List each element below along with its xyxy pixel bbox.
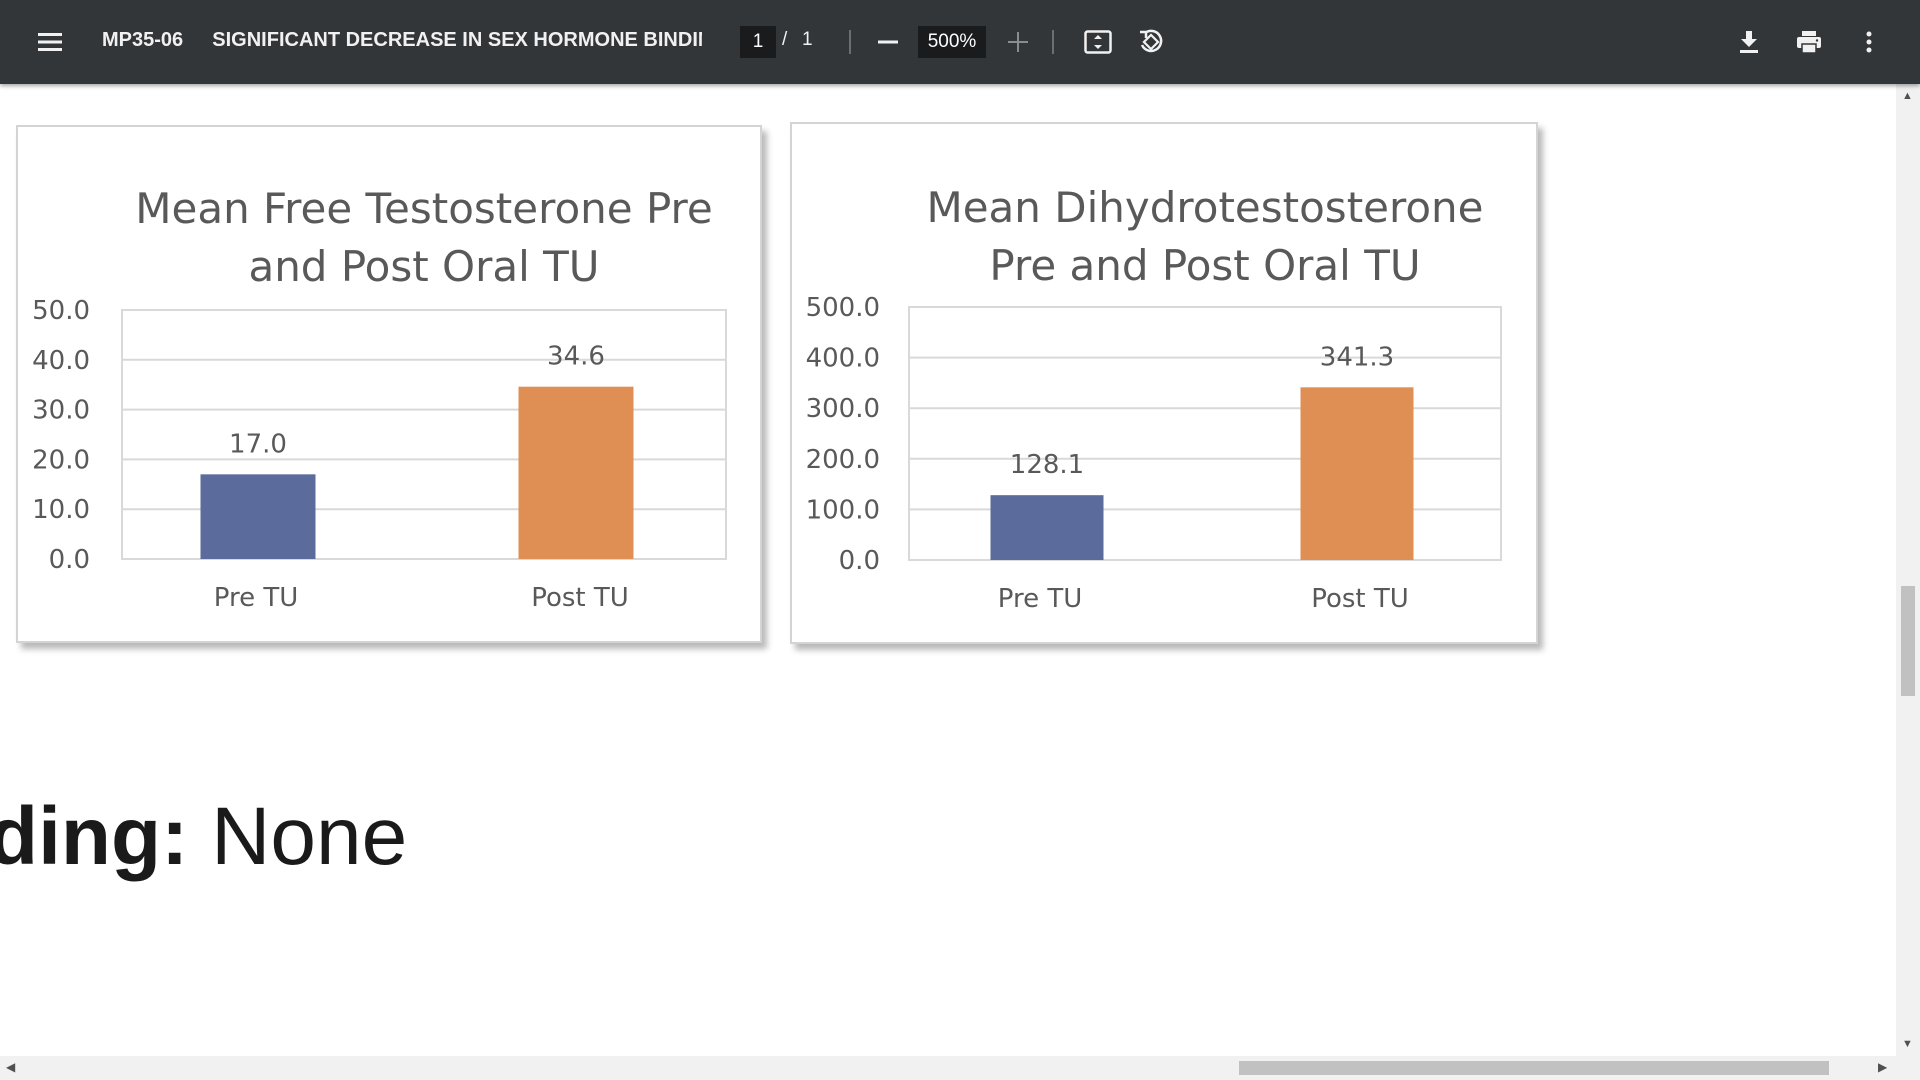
scroll-left-arrow-icon[interactable]: ◀ bbox=[6, 1060, 16, 1074]
scroll-up-arrow-icon[interactable]: ▲ bbox=[1902, 90, 1913, 102]
y-tick-label: 200.0 bbox=[806, 445, 880, 475]
toolbar-divider bbox=[849, 30, 851, 54]
free-testosterone-chart: Mean Free Testosterone Pre and Post Oral … bbox=[16, 125, 762, 643]
scrollbar-corner bbox=[1896, 1056, 1920, 1080]
print-icon bbox=[1797, 31, 1821, 54]
data-label: 128.1 bbox=[1010, 450, 1084, 480]
y-tick-label: 20.0 bbox=[32, 445, 90, 475]
x-category-label: Post TU bbox=[1311, 584, 1409, 614]
funding-statement: ding: None bbox=[0, 790, 407, 884]
download-icon bbox=[1740, 31, 1758, 53]
vertical-scroll-thumb[interactable] bbox=[1901, 586, 1915, 696]
bar-pre-tu bbox=[990, 495, 1104, 560]
dihydrotestosterone-chart: Mean Dihydrotestosterone Pre and Post Ora… bbox=[790, 122, 1538, 644]
fit-to-page-button[interactable] bbox=[1078, 22, 1118, 62]
bar-post-tu bbox=[1300, 387, 1414, 560]
rotate-button[interactable] bbox=[1131, 22, 1171, 62]
plus-icon bbox=[1008, 32, 1028, 52]
toolbar-divider bbox=[1052, 30, 1054, 54]
chart-svg: Mean Dihydrotestosterone Pre and Post Ora… bbox=[806, 183, 1502, 614]
y-tick-label: 10.0 bbox=[32, 495, 90, 525]
page-total: 1 bbox=[802, 29, 813, 50]
document-name: SIGNIFICANT DECREASE IN SEX HORMONE BIND… bbox=[212, 29, 702, 51]
data-label: 341.3 bbox=[1320, 342, 1394, 372]
data-label: 17.0 bbox=[229, 429, 287, 459]
y-tick-label: 300.0 bbox=[806, 394, 880, 424]
x-category-label: Pre TU bbox=[998, 584, 1083, 614]
print-button[interactable] bbox=[1789, 22, 1829, 62]
menu-icon bbox=[38, 33, 62, 51]
menu-button[interactable] bbox=[30, 22, 70, 62]
more-vert-icon bbox=[1866, 31, 1872, 53]
minus-icon bbox=[878, 40, 898, 44]
fit-page-icon bbox=[1084, 30, 1112, 54]
page-separator: / bbox=[782, 29, 788, 50]
document-title: MP35-06 SIGNIFICANT DECREASE IN SEX HORM… bbox=[102, 29, 702, 52]
y-tick-label: 30.0 bbox=[32, 396, 90, 426]
chart-title: Mean Dihydrotestosterone bbox=[926, 183, 1483, 232]
horizontal-scroll-thumb[interactable] bbox=[1239, 1061, 1829, 1075]
y-tick-label: 0.0 bbox=[49, 545, 90, 575]
rotate-icon bbox=[1140, 29, 1163, 53]
more-options-button[interactable] bbox=[1849, 22, 1889, 62]
zoom-level-input[interactable]: 500% bbox=[918, 26, 986, 58]
scroll-right-arrow-icon[interactable]: ▶ bbox=[1878, 1060, 1888, 1074]
chart-title: and Post Oral TU bbox=[248, 242, 599, 291]
x-category-label: Post TU bbox=[531, 583, 629, 613]
horizontal-scrollbar[interactable]: ◀ ▶ bbox=[0, 1056, 1896, 1080]
y-tick-label: 0.0 bbox=[839, 546, 880, 576]
y-tick-label: 100.0 bbox=[806, 495, 880, 525]
chart-title: Mean Free Testosterone Pre bbox=[135, 184, 712, 233]
document-id: MP35-06 bbox=[102, 29, 184, 51]
y-tick-label: 500.0 bbox=[806, 293, 880, 323]
funding-value: None bbox=[211, 791, 408, 882]
bar-pre-tu bbox=[200, 474, 316, 559]
funding-label: ding: bbox=[0, 791, 189, 882]
y-tick-label: 50.0 bbox=[32, 296, 90, 326]
pdf-toolbar: MP35-06 SIGNIFICANT DECREASE IN SEX HORM… bbox=[0, 0, 1920, 84]
bar-post-tu bbox=[518, 386, 634, 559]
y-tick-label: 400.0 bbox=[806, 344, 880, 374]
zoom-in-button[interactable] bbox=[998, 22, 1038, 62]
download-button[interactable] bbox=[1729, 22, 1769, 62]
x-category-label: Pre TU bbox=[214, 583, 299, 613]
vertical-scrollbar[interactable]: ▲ ▼ bbox=[1896, 84, 1920, 1056]
page-number-input[interactable]: 1 bbox=[740, 26, 776, 58]
zoom-out-button[interactable] bbox=[868, 22, 908, 62]
document-viewport[interactable]: Mean Free Testosterone Pre and Post Oral … bbox=[0, 84, 1896, 1056]
data-label: 34.6 bbox=[547, 342, 605, 372]
y-tick-label: 40.0 bbox=[32, 346, 90, 376]
chart-svg: Mean Free Testosterone Pre and Post Oral … bbox=[32, 184, 727, 613]
scroll-down-arrow-icon[interactable]: ▼ bbox=[1902, 1038, 1913, 1050]
chart-title: Pre and Post Oral TU bbox=[989, 241, 1420, 290]
